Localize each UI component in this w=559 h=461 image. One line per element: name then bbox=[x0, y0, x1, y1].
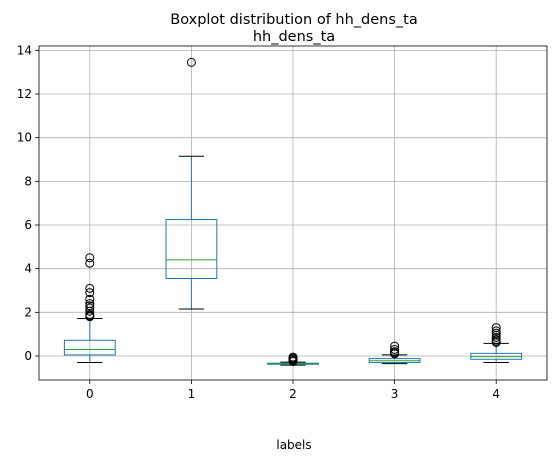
y-tick-label: 6 bbox=[24, 218, 32, 232]
outlier-point bbox=[491, 328, 501, 338]
outlier-point bbox=[288, 352, 298, 362]
x-tick-label: 2 bbox=[289, 387, 297, 401]
chart-title: hh_dens_ta bbox=[253, 29, 335, 45]
box-group-3 bbox=[368, 341, 421, 365]
iqr-box bbox=[63, 339, 116, 356]
y-tick-label: 14 bbox=[17, 43, 32, 57]
y-tick-label: 10 bbox=[17, 131, 32, 145]
box-group-2 bbox=[267, 352, 319, 366]
outlier-point bbox=[390, 347, 400, 357]
x-tick-label: 0 bbox=[86, 387, 94, 401]
outlier-point bbox=[85, 310, 95, 320]
outlier-point bbox=[85, 303, 95, 313]
x-tick-label: 3 bbox=[391, 387, 399, 401]
x-axis-label: labels bbox=[276, 438, 311, 452]
outlier-point bbox=[491, 323, 501, 333]
chart-suptitle: Boxplot distribution of hh_dens_ta bbox=[170, 12, 418, 28]
box-group-0 bbox=[63, 253, 116, 364]
outlier-point bbox=[85, 301, 95, 311]
outlier-point bbox=[85, 288, 95, 298]
outlier-point bbox=[85, 283, 95, 293]
outlier-point bbox=[85, 258, 95, 268]
box-layer bbox=[63, 57, 523, 366]
outlier-point bbox=[491, 326, 501, 336]
outlier-point bbox=[390, 344, 400, 354]
outlier-point bbox=[390, 341, 400, 351]
grid-layer bbox=[39, 46, 547, 380]
outlier-point bbox=[85, 294, 95, 304]
outlier-point bbox=[85, 299, 95, 309]
x-tick-label: 4 bbox=[492, 387, 500, 401]
y-tick-label: 8 bbox=[24, 174, 32, 188]
outlier-point bbox=[491, 332, 501, 342]
y-tick-label: 2 bbox=[24, 305, 32, 319]
outlier-point bbox=[186, 57, 196, 67]
plot-frame bbox=[38, 45, 548, 381]
outlier-point bbox=[491, 335, 501, 345]
box-group-1 bbox=[165, 57, 218, 310]
x-tick-label: 1 bbox=[188, 387, 196, 401]
y-tick-label: 0 bbox=[24, 349, 32, 363]
box-group-4 bbox=[470, 323, 523, 364]
y-tick-label: 12 bbox=[17, 87, 32, 101]
outlier-point bbox=[85, 253, 95, 263]
iqr-box bbox=[165, 219, 218, 279]
y-tick-label: 4 bbox=[24, 262, 32, 276]
